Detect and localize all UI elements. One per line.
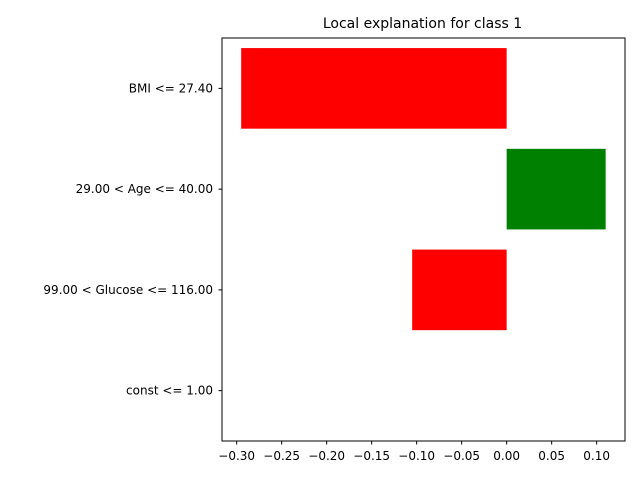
x-tick-label: −0.25 bbox=[263, 449, 300, 463]
bar bbox=[412, 249, 507, 331]
plot-frame bbox=[221, 37, 626, 442]
y-tick-label: 99.00 < Glucose <= 116.00 bbox=[43, 283, 213, 297]
x-tick-label: −0.05 bbox=[443, 449, 480, 463]
x-tick-label: 0.05 bbox=[538, 449, 565, 463]
x-tick-label: −0.15 bbox=[353, 449, 390, 463]
y-axis: BMI <= 27.40 29.00 < Age <= 40.00 99.00 < … bbox=[43, 81, 222, 398]
y-tick-label: const <= 1.00 bbox=[126, 384, 213, 398]
x-tick-label: 0.00 bbox=[493, 449, 520, 463]
y-tick-label: BMI <= 27.40 bbox=[129, 81, 213, 95]
bar bbox=[241, 48, 507, 129]
bar bbox=[506, 148, 606, 230]
x-tick-label: −0.20 bbox=[308, 449, 345, 463]
y-tick-label: 29.00 < Age <= 40.00 bbox=[76, 182, 213, 196]
x-tick-label: −0.30 bbox=[218, 449, 255, 463]
x-tick-label: −0.10 bbox=[398, 449, 435, 463]
x-axis: −0.30 −0.25 −0.20 −0.15 −0.10 −0.05 0.00 0.05 0.… bbox=[218, 441, 610, 463]
x-tick-label: 0.10 bbox=[583, 449, 610, 463]
chart-title: Local explanation for class 1 bbox=[323, 16, 522, 32]
bars-layer bbox=[241, 48, 606, 331]
